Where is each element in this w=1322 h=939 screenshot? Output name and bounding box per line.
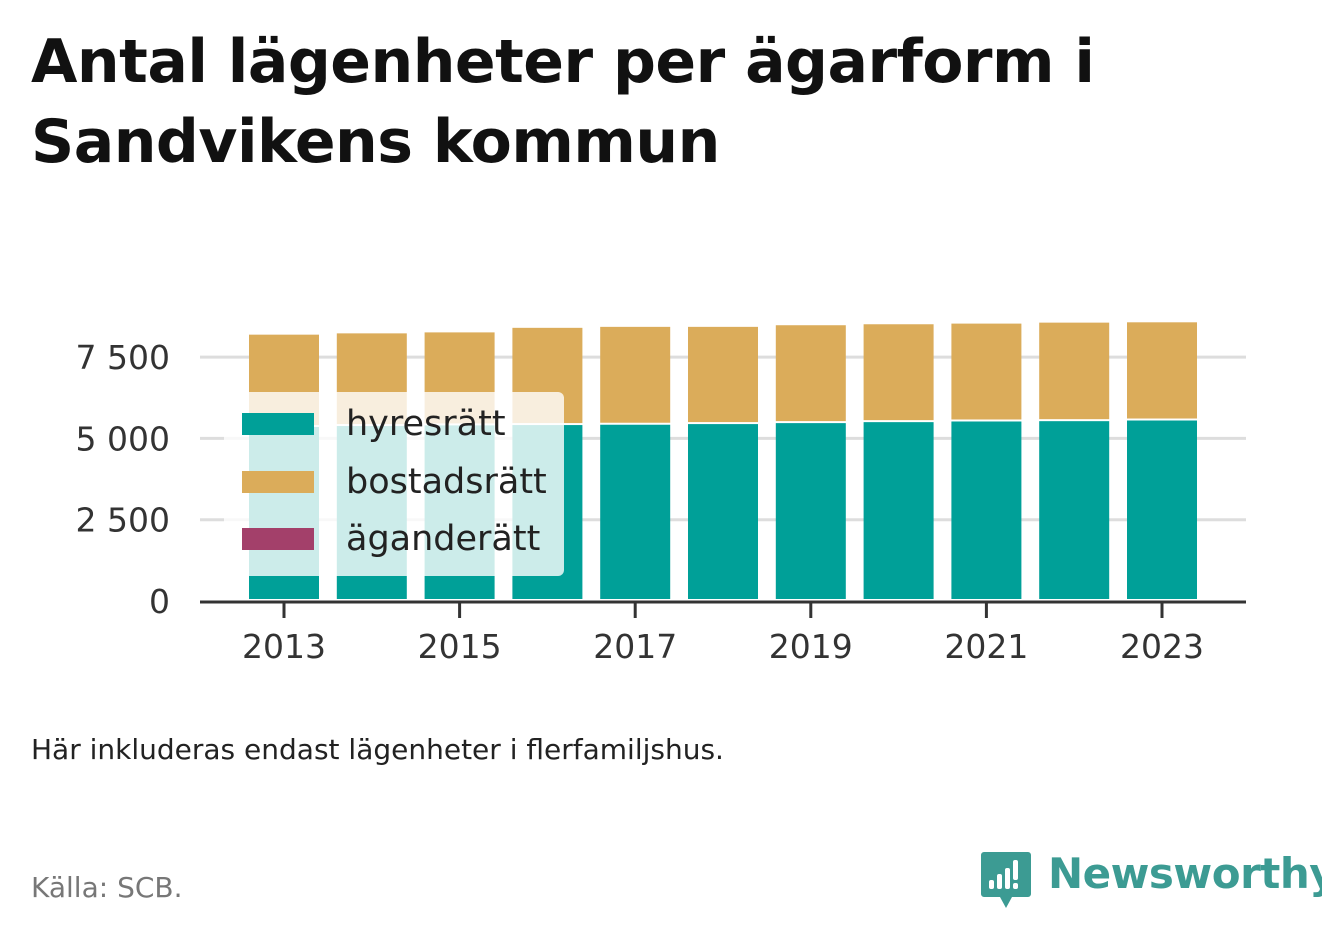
brand-name: Newsworthy (1048, 849, 1322, 898)
bar-segment-2019 (775, 423, 846, 599)
bar-segment-2021 (951, 323, 1022, 420)
y-tick-label: 0 (149, 582, 170, 621)
legend-label-bostadsratt: bostadsrätt (346, 462, 547, 502)
y-tick-label: 2 500 (76, 501, 170, 540)
x-tick-label: 2023 (1120, 627, 1204, 666)
bar-segment-2017 (600, 326, 671, 423)
y-axis-tick-labels: 0 2 500 5 000 7 500 (76, 338, 170, 621)
bar-segment-2018 (688, 326, 758, 423)
axes (200, 600, 1246, 618)
bar-segment-2022 (1039, 322, 1110, 420)
bar-segment-2018 (688, 424, 758, 599)
bar-segment-2023 (1127, 420, 1197, 599)
newsworthy-logo-icon (981, 852, 1031, 908)
y-tick-label: 5 000 (76, 419, 170, 458)
bar-segment-2019 (775, 325, 846, 422)
source-credit: Källa: SCB. (31, 871, 183, 904)
stacked-bar-chart: 0 2 500 5 000 7 500 2013 2015 2017 2019 2021 202… (76, 322, 1246, 666)
x-tick-label: 2019 (769, 627, 853, 666)
chart-title: Antal lägenheter per ägarform i Sandvike… (31, 27, 1095, 177)
bar-segment-2023 (1127, 322, 1197, 419)
legend-label-hyresratt: hyresrätt (346, 404, 506, 444)
x-tick-label: 2021 (944, 627, 1028, 666)
bar-segment-2021 (951, 421, 1022, 599)
bar-segment-2020 (863, 422, 934, 599)
x-tick-label: 2017 (593, 627, 677, 666)
x-tick-label: 2013 (242, 627, 326, 666)
bar-segment-2020 (863, 324, 934, 421)
x-axis-tick-labels: 2013 2015 2017 2019 2021 2023 (242, 627, 1204, 666)
chart-legend: hyresrätt bostadsrätt äganderätt (224, 392, 564, 576)
legend-swatch-aganderatt (242, 528, 314, 550)
chart-note: Här inkluderas endast lägenheter i flerf… (31, 733, 724, 766)
legend-label-aganderatt: äganderätt (346, 519, 541, 559)
y-tick-label: 7 500 (76, 338, 170, 377)
legend-swatch-bostadsratt (242, 471, 314, 493)
x-tick-label: 2015 (418, 627, 502, 666)
bar-segment-2017 (600, 424, 671, 599)
bar-segment-2022 (1039, 421, 1110, 599)
legend-swatch-hyresratt (242, 413, 314, 435)
